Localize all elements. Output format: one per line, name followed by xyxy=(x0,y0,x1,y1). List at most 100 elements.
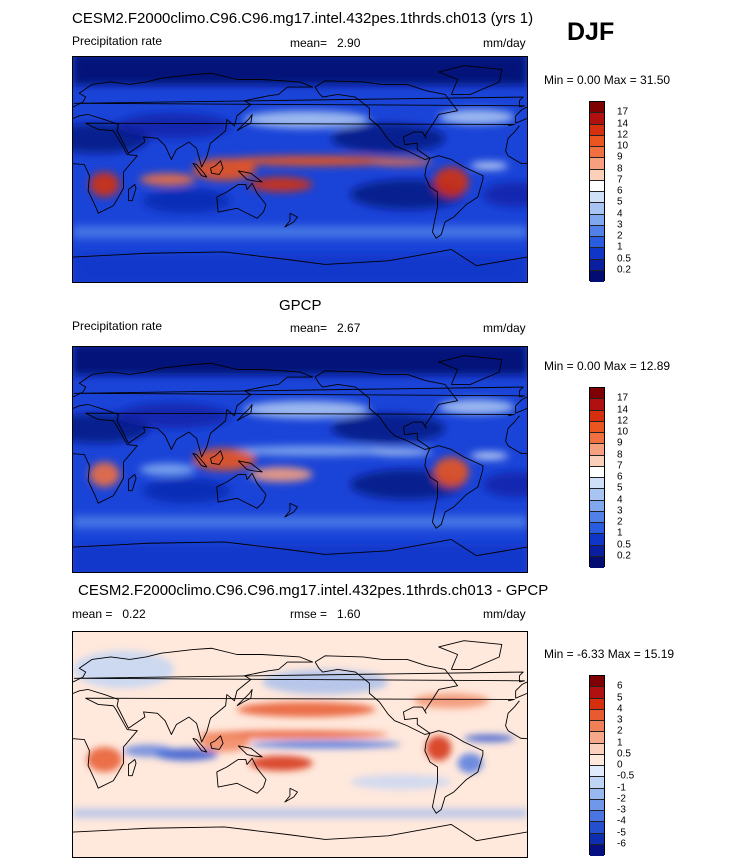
colorbar-swatch xyxy=(590,534,604,546)
coastline xyxy=(73,249,527,267)
panel3-rmse-value: 1.60 xyxy=(337,607,361,621)
colorbar-swatch xyxy=(590,545,604,557)
colorbar-tick-label: 4 xyxy=(617,703,623,715)
field-patch xyxy=(192,448,256,471)
coastline xyxy=(314,655,459,735)
field-patch xyxy=(249,466,313,482)
colorbar-tick-label: -0.5 xyxy=(617,770,635,782)
colorbar-swatch xyxy=(590,225,604,237)
field-patch xyxy=(470,161,509,170)
colorbar-swatch xyxy=(590,523,604,535)
coastline xyxy=(73,671,525,683)
panel2-units: mm/day xyxy=(483,321,526,335)
field-patch xyxy=(243,400,370,419)
colorbar-swatch xyxy=(590,811,604,823)
colorbar-tick-label: 12 xyxy=(617,129,629,141)
field-patch xyxy=(249,740,401,749)
panel3-units: mm/day xyxy=(483,607,526,621)
field-band xyxy=(73,515,527,529)
coastline xyxy=(73,96,525,108)
field-band xyxy=(73,225,527,239)
panel2-range: Min = 0.00 Max = 12.89 xyxy=(544,359,671,373)
panel3-title: CESM2.F2000climo.C96.C96.mg17.intel.432p… xyxy=(78,582,549,599)
field-patch xyxy=(369,448,433,456)
colorbar-swatch xyxy=(590,478,604,490)
colorbar-swatch xyxy=(590,500,604,512)
panel1-units: mm/day xyxy=(483,36,526,50)
field-patch xyxy=(426,735,452,761)
coastline xyxy=(73,697,515,789)
colorbar-tick-label: 0.2 xyxy=(617,550,631,562)
colorbar-tick-label: 14 xyxy=(617,404,629,415)
coastline xyxy=(505,700,527,740)
colorbar-swatch xyxy=(590,833,604,845)
colorbar-swatch xyxy=(590,676,604,688)
colorbar-swatch xyxy=(590,743,604,755)
field-patch xyxy=(89,171,120,197)
colorbar-tick-label: 4 xyxy=(617,208,623,219)
colorbar-swatch xyxy=(590,788,604,800)
coastline xyxy=(73,824,527,842)
panel2-mean-value: 2.67 xyxy=(337,321,361,335)
coastline xyxy=(236,404,253,422)
coastline xyxy=(237,170,263,183)
coastline xyxy=(424,445,484,529)
colorbar-tick-label: 8 xyxy=(617,449,623,460)
field-patch xyxy=(86,746,123,772)
colorbar-tick-label: 17 xyxy=(617,392,629,404)
coastline xyxy=(284,502,298,518)
colorbar-swatch xyxy=(590,721,604,733)
field-patch xyxy=(457,753,483,774)
field-band xyxy=(73,347,527,376)
panel2-mean: mean= 2.67 xyxy=(290,321,360,335)
colorbar-swatch xyxy=(590,777,604,789)
panel3-mean-value: 0.22 xyxy=(122,607,146,621)
colorbar-swatch xyxy=(590,124,604,136)
colorbar-swatch xyxy=(590,455,604,467)
field-patch xyxy=(73,650,174,689)
colorbar-tick-label: 9 xyxy=(617,151,623,163)
panel3-rmse: rmse = 1.60 xyxy=(290,607,360,621)
panel2-mean-label: mean= xyxy=(290,321,328,335)
colorbar-tick-label: 6 xyxy=(617,471,623,483)
colorbar-swatch xyxy=(590,466,604,478)
coastline xyxy=(216,757,267,794)
colorbar-swatch xyxy=(590,799,604,811)
colorbar-tick-label: 5 xyxy=(617,196,623,208)
panel1-map xyxy=(72,56,528,283)
colorbar-swatch xyxy=(590,237,604,249)
colorbar-swatch xyxy=(590,687,604,699)
colorbar-tick-label: 2 xyxy=(617,516,623,528)
coastline xyxy=(424,730,484,814)
field-band xyxy=(73,253,527,282)
panel1-colorbar xyxy=(589,101,605,282)
coastline xyxy=(73,362,314,458)
coastline xyxy=(438,640,503,670)
field-patch xyxy=(192,158,256,181)
panel1-variable: Precipitation rate xyxy=(72,34,163,48)
panel3-range: Min = -6.33 Max = 15.19 xyxy=(544,647,675,661)
colorbar-tick-label: 5 xyxy=(617,482,623,494)
colorbar-swatch xyxy=(590,259,604,271)
field-patch xyxy=(117,403,231,429)
colorbar-swatch xyxy=(590,844,604,856)
colorbar-swatch xyxy=(590,169,604,181)
colorbar-tick-label: 1 xyxy=(617,737,623,748)
colorbar-swatch xyxy=(590,489,604,501)
field-patch xyxy=(142,478,231,504)
coastline xyxy=(314,370,459,450)
colorbar-tick-label: 6 xyxy=(617,185,623,197)
colorbar-tick-label: -3 xyxy=(617,804,626,816)
field-patch xyxy=(482,181,527,207)
colorbar-tick-label: 0.2 xyxy=(617,264,631,276)
colorbar-swatch xyxy=(590,421,604,433)
field-band xyxy=(73,57,527,86)
colorbar-swatch xyxy=(590,410,604,422)
colorbar-tick-label: 10 xyxy=(617,140,629,152)
colorbar-tick-label: -4 xyxy=(617,815,626,827)
panel2-map xyxy=(72,346,528,573)
colorbar-tick-label: 1 xyxy=(617,527,623,539)
coastline xyxy=(284,787,298,803)
colorbar-swatch xyxy=(590,113,604,125)
colorbar-swatch xyxy=(590,822,604,834)
